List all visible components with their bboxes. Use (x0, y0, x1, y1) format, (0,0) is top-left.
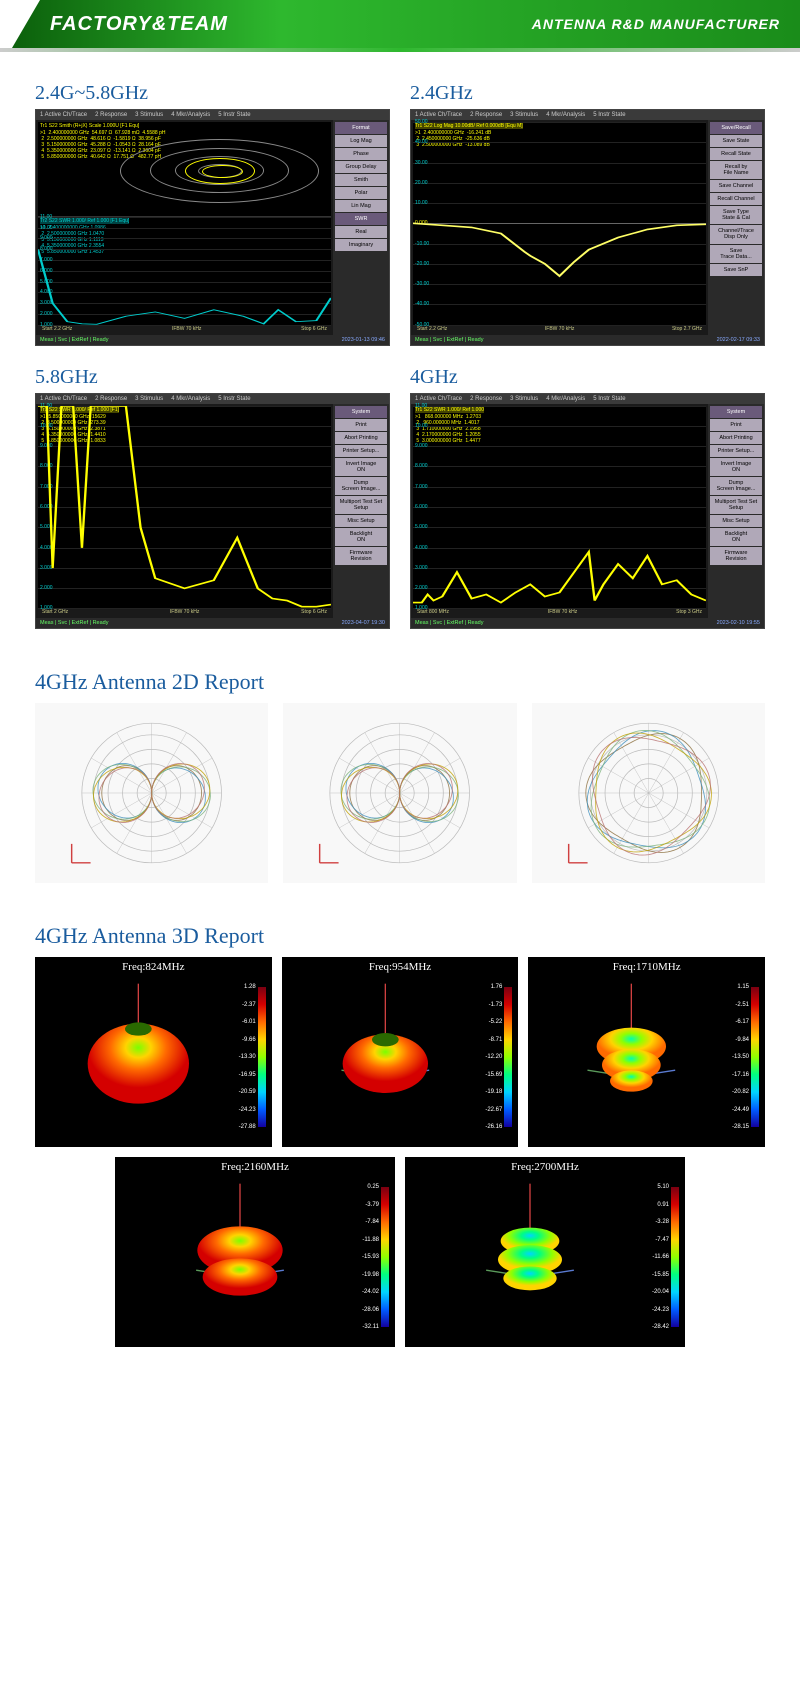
vna-grid: 2.4G~5.8GHz 1 Active Ch/Trace 2 Response 3 … (35, 82, 765, 629)
pattern-3d-freq-label: Freq:954MHz (282, 957, 519, 977)
header-title-left: FACTORY&TEAM (50, 13, 228, 36)
vna-menu-item[interactable]: 5 Instr State (593, 112, 625, 118)
vna-screenshot: 1 Active Ch/Trace 2 Response 3 Stimulus 4 M… (35, 393, 390, 630)
vna-sidebar-button[interactable]: Phase (335, 148, 387, 160)
vna-menu-item[interactable]: 4 Mkr/Analysis (546, 112, 585, 118)
vna-sidebar-button[interactable]: SaveTrace Data... (710, 245, 762, 263)
vna-menu-item[interactable]: 3 Stimulus (135, 112, 163, 118)
vna-menu-item[interactable]: 3 Stimulus (510, 396, 538, 402)
vna-menu-item[interactable]: 3 Stimulus (510, 112, 538, 118)
vna-title: 4GHz (410, 366, 765, 389)
vna-sidebar-button[interactable]: Invert ImageON (335, 458, 387, 476)
vna-menu-item[interactable]: 1 Active Ch/Trace (415, 396, 462, 402)
vna-sidebar-button[interactable]: SWR (335, 213, 387, 225)
vna-title: 5.8GHz (35, 366, 390, 389)
vna-menu-item[interactable]: 1 Active Ch/Trace (40, 112, 87, 118)
vna-sidebar-button[interactable]: FirmwareRevision (335, 547, 387, 565)
vna-menu-item[interactable]: 1 Active Ch/Trace (415, 112, 462, 118)
vna-sidebar-button[interactable]: Smith (335, 174, 387, 186)
pattern-3d-card: Freq:2160MHz0.25-3.79-7.84-11.88-15.93-1… (115, 1157, 395, 1347)
pattern-3d-freq-label: Freq:824MHz (35, 957, 272, 977)
vna-menu-item[interactable]: 2 Response (95, 112, 127, 118)
report-3d-title: 4GHz Antenna 3D Report (35, 923, 765, 949)
vna-sidebar-button[interactable]: Multiport Test SetSetup (710, 496, 762, 514)
vna-sidebar-button[interactable]: Misc Setup (335, 515, 387, 527)
pattern-3d-freq-label: Freq:2700MHz (405, 1157, 685, 1177)
vna-menu-item[interactable]: 5 Instr State (593, 396, 625, 402)
vna-sidebar-button[interactable]: DumpScreen Image... (710, 477, 762, 495)
vna-sidebar-button[interactable]: Printer Setup... (710, 445, 762, 457)
vna-sidebar-button[interactable]: Abort Printing (335, 432, 387, 444)
vna-sidebar-button[interactable]: Print (335, 419, 387, 431)
vna-menu-item[interactable]: 3 Stimulus (135, 396, 163, 402)
vna-sidebar-title[interactable]: Format (335, 122, 387, 134)
vna-sidebar-button[interactable]: Save TypeState & Cal (710, 206, 762, 224)
vna-sidebar-button[interactable]: Recall Channel (710, 193, 762, 205)
pattern-3d-freq-label: Freq:1710MHz (528, 957, 765, 977)
vna-sidebar-button[interactable]: Lin Mag (335, 200, 387, 212)
vna-screenshot: 1 Active Ch/Trace 2 Response 3 Stimulus 4 M… (410, 109, 765, 346)
vna-title: 2.4G~5.8GHz (35, 82, 390, 105)
header-banner: FACTORY&TEAM ANTENNA R&D MANUFACTURER (0, 0, 800, 48)
vna-menu-item[interactable]: 5 Instr State (218, 112, 250, 118)
vna-screenshot: 1 Active Ch/Trace 2 Response 3 Stimulus 4 M… (35, 109, 390, 346)
vna-sidebar-title[interactable]: System (710, 406, 762, 418)
vna-menu-item[interactable]: 2 Response (470, 112, 502, 118)
pattern-3d-freq-label: Freq:2160MHz (115, 1157, 395, 1177)
vna-sidebar-button[interactable]: Channel/TraceDisp Only (710, 225, 762, 243)
report-3d-container: Freq:824MHz1.28-2.37-6.01-9.66-13.30-16.… (35, 957, 765, 1347)
polar-pattern-card (532, 703, 765, 883)
vna-sidebar-button[interactable]: DumpScreen Image... (335, 477, 387, 495)
vna-menu-item[interactable]: 4 Mkr/Analysis (546, 396, 585, 402)
vna-sidebar-button[interactable]: Abort Printing (710, 432, 762, 444)
vna-menu-item[interactable]: 2 Response (95, 396, 127, 402)
vna-sidebar-button[interactable]: Print (710, 419, 762, 431)
vna-sidebar-button[interactable]: Log Mag (335, 135, 387, 147)
vna-sidebar-button[interactable]: BacklightON (710, 528, 762, 546)
vna-sidebar-button[interactable]: Polar (335, 187, 387, 199)
vna-menu-item[interactable]: 4 Mkr/Analysis (171, 112, 210, 118)
pattern-3d-card: Freq:954MHz1.76-1.73-5.22-8.71-12.20-15.… (282, 957, 519, 1147)
vna-sidebar-button[interactable]: FirmwareRevision (710, 547, 762, 565)
vna-menu-item[interactable]: 5 Instr State (218, 396, 250, 402)
polar-row (35, 703, 765, 883)
vna-sidebar-button[interactable]: Group Delay (335, 161, 387, 173)
polar-pattern-card (35, 703, 268, 883)
pattern-3d-card: Freq:824MHz1.28-2.37-6.01-9.66-13.30-16.… (35, 957, 272, 1147)
vna-sidebar-button[interactable]: Printer Setup... (335, 445, 387, 457)
vna-sidebar-button[interactable]: Recall byFile Name (710, 161, 762, 179)
vna-screenshot: 1 Active Ch/Trace 2 Response 3 Stimulus 4 M… (410, 393, 765, 630)
vna-sidebar-button[interactable]: Recall State (710, 148, 762, 160)
vna-menu-item[interactable]: 1 Active Ch/Trace (40, 396, 87, 402)
vna-sidebar-button[interactable]: Misc Setup (710, 515, 762, 527)
vna-menu-item[interactable]: 2 Response (470, 396, 502, 402)
vna-sidebar-button[interactable]: Multiport Test SetSetup (335, 496, 387, 514)
vna-sidebar-button[interactable]: Save State (710, 135, 762, 147)
report-2d-title: 4GHz Antenna 2D Report (35, 669, 765, 695)
vna-sidebar-button[interactable]: Save Channel (710, 180, 762, 192)
pattern-3d-card: Freq:2700MHz5.100.91-3.28-7.47-11.66-15.… (405, 1157, 685, 1347)
vna-sidebar-button[interactable]: Imaginary (335, 239, 387, 251)
vna-sidebar-title[interactable]: Save/Recall (710, 122, 762, 134)
polar-pattern-card (283, 703, 516, 883)
vna-sidebar-button[interactable]: Invert ImageON (710, 458, 762, 476)
vna-title: 2.4GHz (410, 82, 765, 105)
vna-sidebar-button[interactable]: Real (335, 226, 387, 238)
vna-menu-item[interactable]: 4 Mkr/Analysis (171, 396, 210, 402)
vna-sidebar-button[interactable]: BacklightON (335, 528, 387, 546)
vna-sidebar-button[interactable]: Save SnP (710, 264, 762, 276)
header-title-right: ANTENNA R&D MANUFACTURER (532, 16, 780, 32)
pattern-3d-card: Freq:1710MHz1.15-2.51-6.17-9.84-13.50-17… (528, 957, 765, 1147)
vna-sidebar-title[interactable]: System (335, 406, 387, 418)
